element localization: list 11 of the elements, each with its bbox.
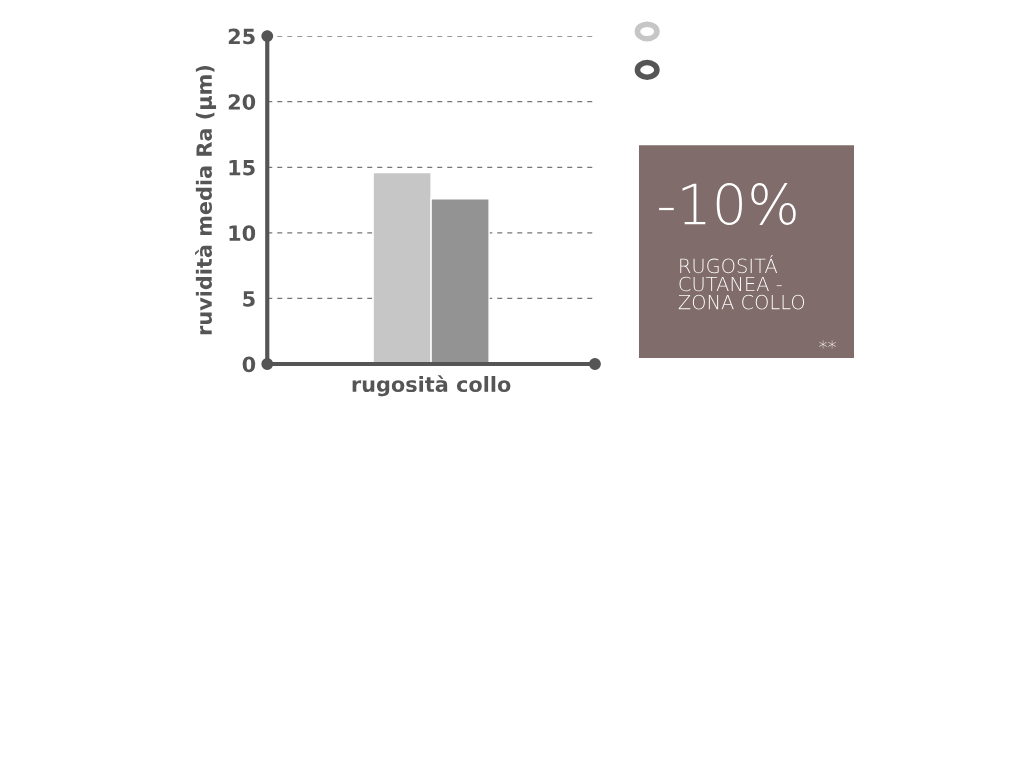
text: RUGOSITÁ CUTANEA - ZONA COLLO	[678, 254, 805, 310]
y-tick-label: 20	[228, 94, 256, 110]
y-tick-label: 0	[242, 356, 256, 373]
x-tick-label: rugosità collo	[352, 375, 511, 397]
y-axis-title: ruvidità media Ra (µm)	[195, 65, 217, 335]
y-tick-label: 15	[229, 160, 255, 176]
y-tick-label: 10	[229, 225, 256, 242]
text: **	[819, 340, 836, 349]
text: -10%	[659, 182, 796, 226]
y-tick-label: 5	[243, 291, 255, 307]
y-tick-label: 25	[228, 28, 255, 45]
